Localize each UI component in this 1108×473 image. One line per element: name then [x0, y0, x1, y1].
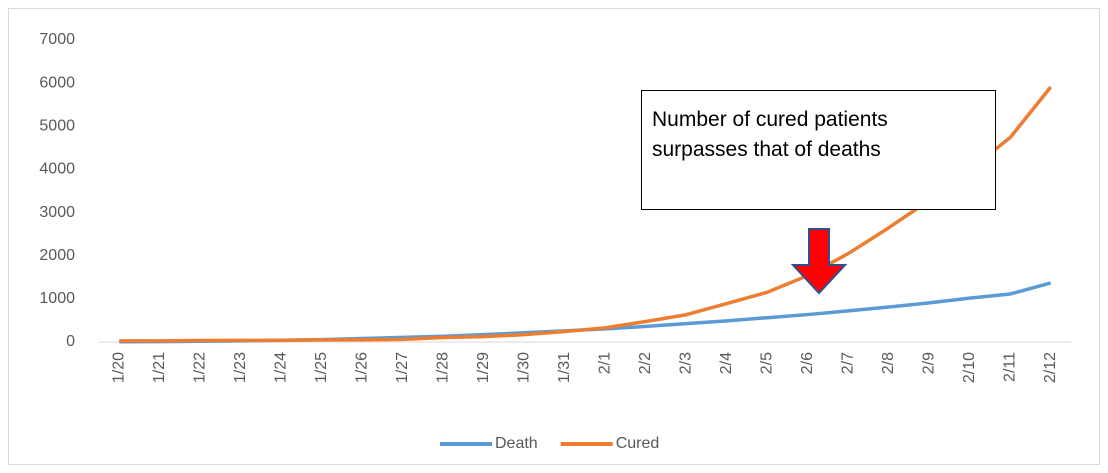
x-tick-label: 2/2 [637, 352, 654, 374]
legend-label: Death [495, 435, 538, 452]
y-tick-label: 5000 [39, 118, 75, 135]
x-tick-label: 2/7 [839, 352, 856, 374]
x-tick-label: 1/20 [110, 352, 127, 383]
x-tick-label: 1/29 [475, 352, 492, 383]
x-tick-label: 1/23 [232, 352, 249, 383]
x-tick-label: 2/5 [758, 352, 775, 374]
x-tick-label: 2/11 [1001, 352, 1018, 382]
y-tick-label: 4000 [39, 161, 75, 178]
x-tick-label: 2/1 [596, 352, 613, 374]
x-tick-label: 2/12 [1042, 352, 1059, 383]
y-tick-label: 7000 [39, 31, 75, 48]
legend-label: Cured [616, 435, 660, 452]
y-tick-label: 0 [66, 333, 75, 350]
chart-border [8, 8, 1100, 465]
x-tick-label: 2/8 [880, 352, 897, 374]
x-tick-label: 1/24 [272, 352, 289, 383]
x-tick-label: 2/3 [677, 352, 694, 374]
x-tick-label: 1/26 [353, 352, 370, 383]
annotation: Number of cured patients surpasses that … [641, 90, 996, 210]
x-tick-label: 1/22 [191, 352, 208, 383]
x-tick-label: 1/25 [313, 352, 330, 383]
y-tick-label: 3000 [39, 204, 75, 221]
x-tick-label: 1/30 [515, 352, 532, 383]
x-tick-label: 2/9 [920, 352, 937, 374]
x-tick-label: 2/4 [718, 352, 735, 374]
y-tick-label: 1000 [39, 290, 75, 307]
y-tick-label: 6000 [39, 74, 75, 91]
x-tick-label: 1/21 [151, 352, 168, 383]
x-tick-label: 2/10 [961, 352, 978, 383]
x-tick-label: 1/31 [556, 352, 573, 383]
x-tick-label: 2/6 [799, 352, 816, 374]
y-tick-label: 2000 [39, 247, 75, 264]
arrow [790, 228, 848, 295]
line-series [119, 85, 1053, 343]
x-tick-label: 1/28 [434, 352, 451, 383]
x-tick-label: 1/27 [394, 352, 411, 383]
